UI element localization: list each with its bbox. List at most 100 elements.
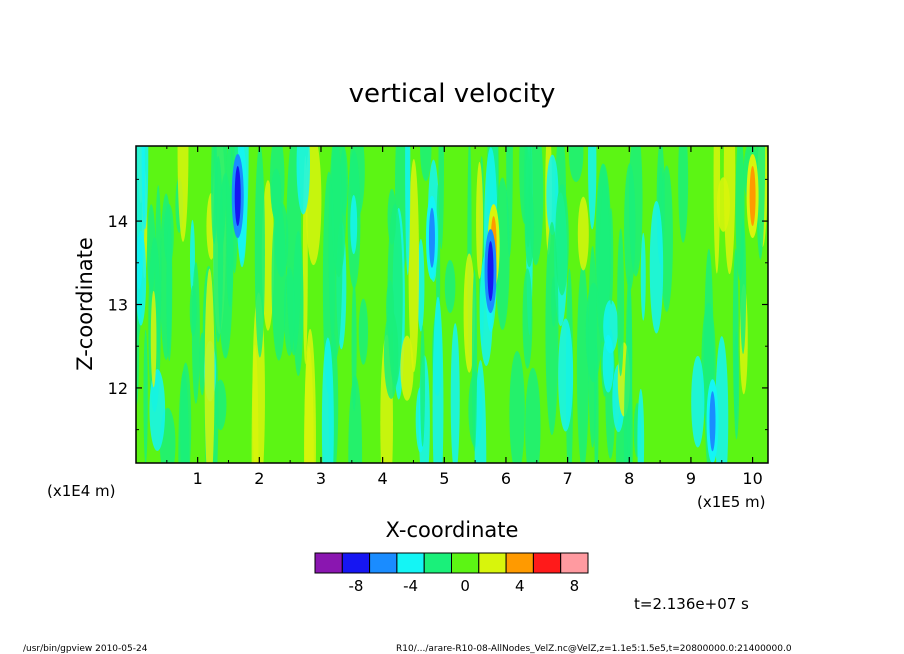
field-streak (623, 340, 633, 463)
field-streak (191, 261, 200, 404)
field-streak (471, 269, 478, 452)
colorbar-swatch (341, 552, 371, 574)
field-streak (588, 246, 597, 448)
field-streak (351, 280, 357, 412)
footer-right: R10/.../arare-R10-08-AllNodes_VelZ.nc@Ve… (396, 644, 792, 654)
field-streak (400, 335, 414, 401)
x-axis: 1 2 3 4 5 6 7 8 9 10 (166, 146, 763, 488)
field-streak (691, 355, 705, 448)
field-streak (545, 221, 559, 435)
field-streak (522, 268, 533, 369)
field-streak (546, 154, 559, 236)
colorbar-swatch (451, 552, 480, 574)
field-streak (678, 146, 689, 243)
colorbar: -8 -4 0 4 8 (314, 552, 589, 595)
colorbar-swatch (396, 552, 425, 574)
field-streak (417, 238, 425, 332)
field-streak (340, 147, 348, 216)
field-streak (254, 146, 265, 358)
field-streak (715, 336, 729, 463)
field-streak (649, 200, 664, 334)
colorbar-swatch (532, 552, 562, 574)
field-streak (387, 203, 403, 386)
field-streak (408, 159, 420, 373)
colorbar-swatch (560, 552, 589, 574)
colorbar-swatch (369, 552, 398, 574)
colorbar-swatch (423, 552, 453, 574)
field-streak (740, 218, 747, 354)
field-streak (405, 146, 411, 276)
colorbar-swatch (478, 552, 507, 574)
field-streak (149, 369, 166, 452)
field-streak (713, 146, 721, 274)
field-streak (723, 146, 736, 275)
field-feature (487, 241, 494, 302)
colorbar-swatch (505, 552, 534, 574)
colorbar-swatch (314, 552, 343, 574)
field-feature (749, 166, 756, 227)
time-label: t=2.136e+07 s (634, 595, 749, 613)
colorbar-tick-label: 4 (515, 577, 525, 595)
y-tick-label: 12 (108, 379, 128, 398)
field-streak (444, 259, 456, 313)
x-tick-label: 3 (316, 469, 326, 488)
field-streak (568, 146, 584, 183)
field-streak (755, 146, 766, 260)
field-streak (420, 325, 425, 447)
field-streak (150, 290, 157, 388)
field-streak (204, 268, 215, 463)
field-streak (617, 228, 625, 377)
field-streak (143, 329, 148, 463)
field-streak (348, 375, 363, 463)
x-unit-label: (x1E5 m) (697, 493, 766, 511)
field-streak (628, 146, 643, 277)
field-streak (136, 230, 147, 326)
y-axis-label: Z-coordinate (73, 237, 97, 371)
field-streak (358, 298, 369, 365)
field-streak (350, 195, 358, 255)
velocity-field (136, 146, 768, 463)
x-tick-label: 6 (501, 469, 511, 488)
field-streak (251, 344, 259, 463)
field-streak (177, 146, 189, 242)
field-streak (271, 201, 287, 361)
colorbar-tick-label: -8 (348, 577, 363, 595)
field-streak (495, 177, 510, 331)
x-tick-label: 2 (254, 469, 264, 488)
field-streak (602, 334, 614, 393)
x-tick-label: 4 (378, 469, 388, 488)
plot-area (135, 145, 769, 464)
y-tick-label: 14 (108, 212, 128, 231)
field-streak (609, 208, 614, 305)
x-tick-label: 7 (563, 469, 573, 488)
field-streak (438, 146, 444, 250)
field-streak (525, 367, 541, 463)
field-streak (637, 388, 645, 463)
field-streak (509, 351, 525, 463)
field-feature (428, 207, 435, 268)
field-streak (525, 147, 530, 236)
y-tick-label: 13 (108, 296, 128, 315)
field-streak (321, 337, 334, 463)
field-streak (476, 161, 484, 279)
field-streak (450, 323, 460, 463)
field-streak (214, 379, 227, 431)
field-streak (271, 168, 282, 221)
field-streak (474, 360, 487, 463)
x-tick-label: 5 (439, 469, 449, 488)
field-streak (555, 184, 569, 296)
field-streak (587, 146, 597, 230)
footer-left: /usr/bin/gpview 2010-05-24 (23, 644, 148, 654)
field-streak (733, 332, 740, 440)
field-streak (328, 146, 343, 360)
x-tick-label: 9 (686, 469, 696, 488)
field-feature (709, 391, 716, 452)
colorbar-tick-label: 0 (460, 577, 470, 595)
x-tick-label: 8 (624, 469, 634, 488)
field-streak (296, 146, 310, 215)
field-streak (304, 346, 314, 463)
y-axis: 12 13 14 (108, 178, 768, 431)
field-streak (577, 196, 589, 271)
x-axis-label: X-coordinate (386, 518, 519, 542)
